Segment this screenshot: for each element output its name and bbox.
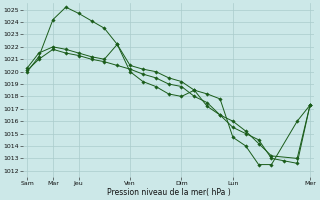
X-axis label: Pression niveau de la mer( hPa ): Pression niveau de la mer( hPa ): [107, 188, 230, 197]
